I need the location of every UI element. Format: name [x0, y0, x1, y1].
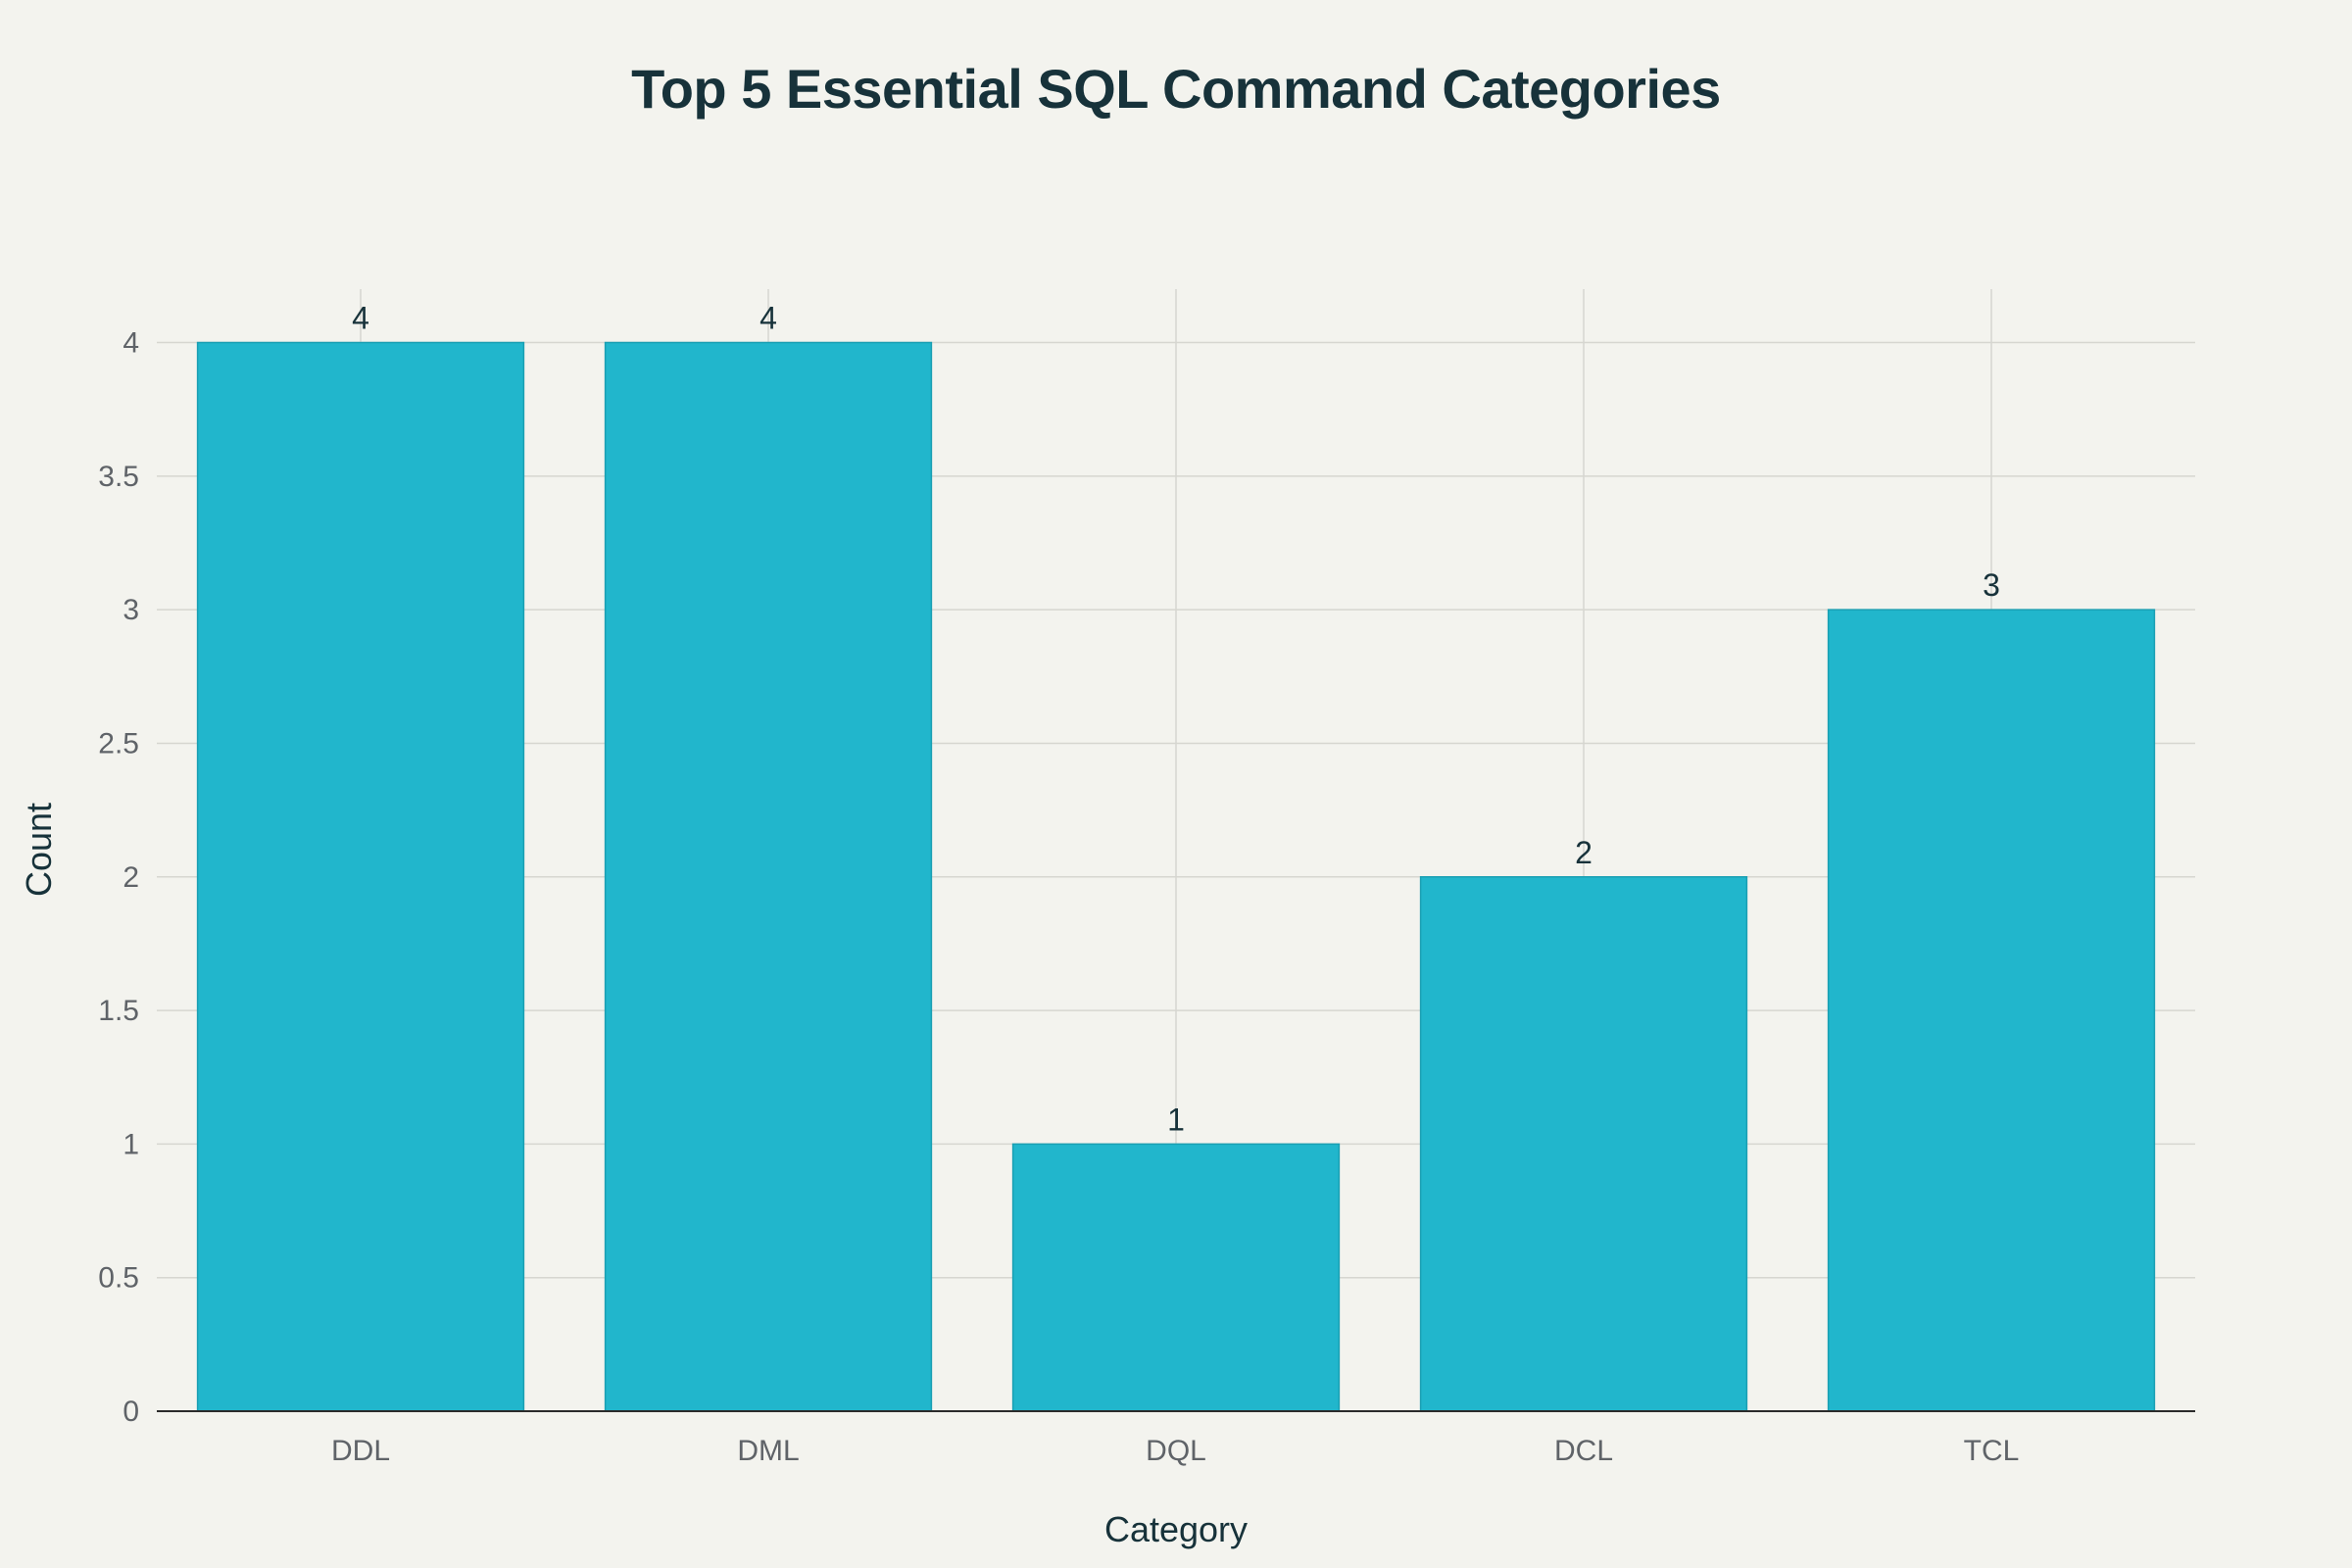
y-tick-label: 3.5 — [98, 461, 139, 493]
y-tick-label: 1.5 — [98, 995, 139, 1027]
data-label-tcl: 3 — [1983, 567, 2000, 603]
data-label-ddl: 4 — [352, 301, 369, 336]
data-label-dml: 4 — [760, 301, 777, 336]
bar-tcl[interactable] — [1827, 609, 2156, 1412]
chart-title: Top 5 Essential SQL Command Categories — [631, 58, 1721, 120]
y-tick-label: 4 — [122, 327, 139, 360]
y-axis-title: Count — [19, 803, 59, 897]
bar-layer — [196, 341, 2156, 1412]
y-tick-label: 0.5 — [98, 1262, 139, 1295]
x-tick-label-tcl: TCL — [1964, 1435, 2020, 1467]
y-tick-label: 2 — [122, 861, 139, 894]
x-tick-label-ddl: DDL — [331, 1435, 390, 1467]
bar-dcl[interactable] — [1419, 876, 1748, 1412]
bar-ddl[interactable] — [196, 341, 525, 1412]
x-tick-label-dql: DQL — [1146, 1435, 1206, 1467]
y-tick-label: 3 — [122, 594, 139, 626]
y-tick-label: 0 — [122, 1396, 139, 1428]
data-label-dql: 1 — [1167, 1102, 1185, 1137]
x-tick-label-dcl: DCL — [1554, 1435, 1613, 1467]
x-tick-label-dml: DML — [737, 1435, 799, 1467]
label-layer: 0 0.5 1 1.5 2 2.5 3 3.5 4 4 DDL 4 DML 1 DQL 2 DCL 3 TCL — [98, 301, 2019, 1467]
bar-dml[interactable] — [604, 341, 933, 1412]
data-label-dcl: 2 — [1575, 835, 1592, 870]
y-tick-label: 2.5 — [98, 727, 139, 760]
y-tick-label: 1 — [122, 1128, 139, 1160]
x-axis-title: Category — [1104, 1509, 1248, 1549]
bar-dql[interactable] — [1011, 1143, 1341, 1412]
